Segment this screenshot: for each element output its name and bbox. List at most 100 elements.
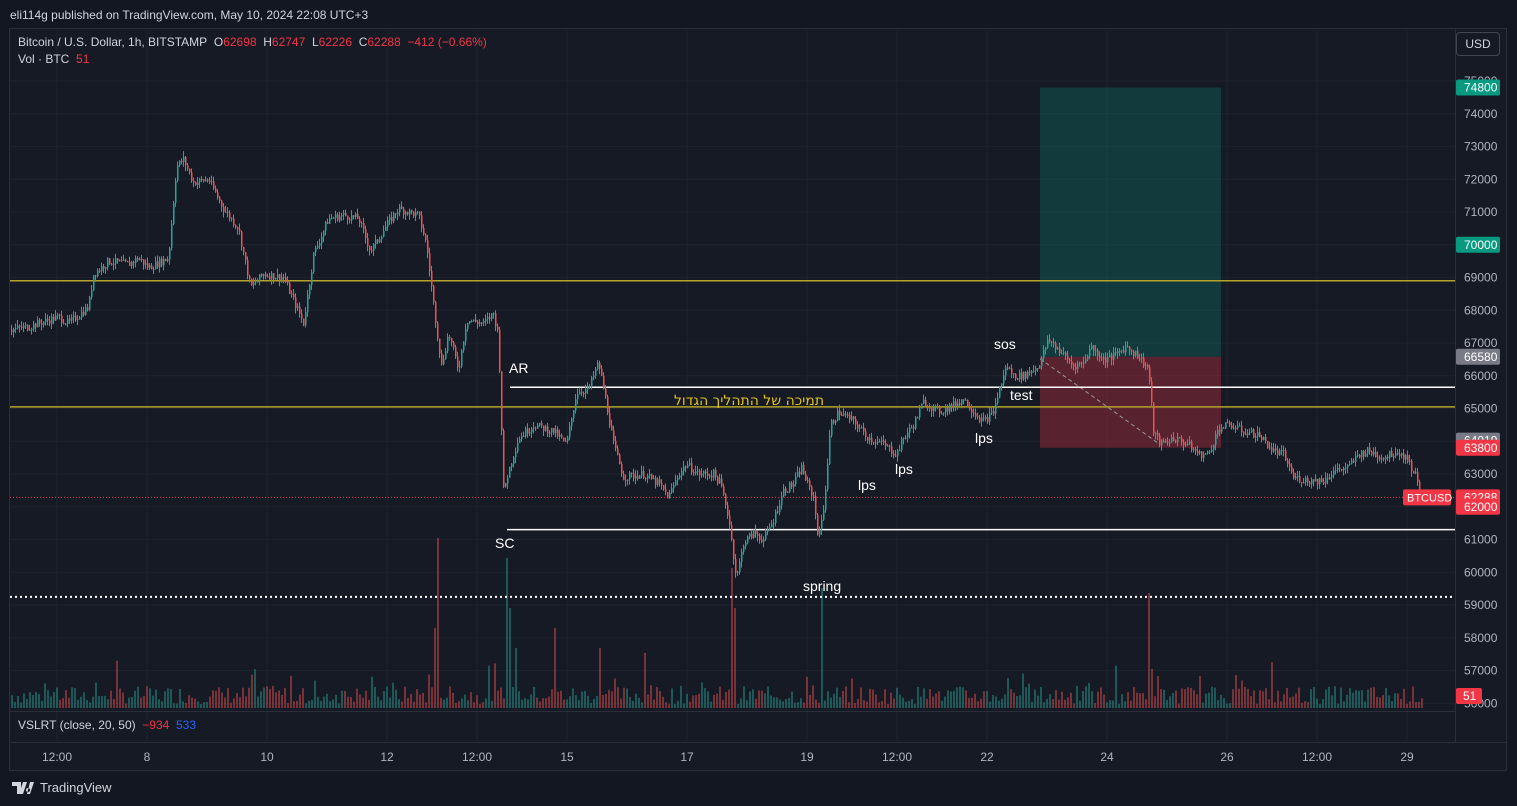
- annotation-sc: SC: [495, 535, 514, 551]
- chart-frame[interactable]: [9, 28, 1507, 771]
- volume-bar: [620, 698, 622, 708]
- candle-body: [1121, 350, 1123, 352]
- candle-body: [1095, 350, 1097, 352]
- volume-bar: [419, 694, 421, 708]
- candle-body: [1403, 453, 1405, 460]
- candle-body: [933, 406, 935, 412]
- currency-button[interactable]: USD: [1456, 32, 1500, 56]
- volume-bar: [656, 686, 658, 708]
- candle-body: [1257, 432, 1259, 437]
- candle-body: [1067, 355, 1069, 360]
- candle-body: [803, 464, 805, 474]
- candle-body: [1089, 348, 1091, 357]
- candle-body: [511, 463, 513, 467]
- candle-body: [413, 211, 415, 217]
- candle-body: [697, 470, 699, 472]
- volume-bar: [728, 689, 730, 708]
- candle-body: [309, 284, 311, 295]
- volume-bar: [611, 691, 613, 708]
- candle-body: [1239, 425, 1241, 427]
- candle-body: [663, 485, 665, 490]
- annotation-sos: sos: [994, 336, 1016, 352]
- pane-separator[interactable]: [9, 711, 1455, 712]
- volume-bar: [425, 702, 427, 708]
- volume-bar: [1145, 699, 1147, 708]
- candle-body: [221, 200, 223, 207]
- volume-bar: [1364, 701, 1366, 708]
- volume-bar: [143, 696, 145, 708]
- close-value: 62288: [367, 35, 401, 49]
- volume-bar: [1163, 689, 1165, 708]
- volume-bar: [1409, 701, 1411, 708]
- candle-body: [1027, 371, 1029, 379]
- candle-body: [681, 470, 683, 476]
- candle-body: [177, 165, 179, 181]
- candle-body: [1379, 457, 1381, 460]
- candle-body: [39, 320, 41, 324]
- volume-bar: [1103, 694, 1105, 708]
- candle-body: [277, 274, 279, 279]
- volume-bar: [758, 690, 760, 708]
- candle-body: [283, 277, 285, 279]
- volume-bar: [218, 687, 220, 708]
- candle-body: [563, 437, 565, 441]
- volume-bar: [785, 699, 787, 708]
- candle-body: [1199, 451, 1201, 454]
- candle-body: [827, 463, 829, 490]
- volume-bar: [575, 695, 577, 708]
- volume-bar: [866, 701, 868, 708]
- volume-bar: [1061, 691, 1063, 708]
- candle-body: [1231, 425, 1233, 429]
- candle-body: [1371, 451, 1373, 455]
- time-tick-label: 24: [1100, 750, 1114, 764]
- candle-body: [759, 535, 761, 540]
- candle-body: [695, 471, 697, 474]
- candle-body: [1405, 454, 1407, 460]
- candle-body: [1223, 427, 1225, 429]
- price-tick-label: 60000: [1464, 565, 1498, 579]
- candle-body: [731, 525, 733, 540]
- candle-body: [57, 314, 59, 316]
- volume-bar: [1055, 690, 1057, 708]
- candle-body: [675, 480, 677, 486]
- candle-body: [23, 325, 25, 329]
- candle-body: [1361, 451, 1363, 458]
- volume-bar: [131, 696, 133, 708]
- candle-body: [661, 483, 663, 486]
- volume-bar: [779, 699, 781, 708]
- candle-body: [851, 416, 853, 420]
- candle-body: [261, 274, 263, 276]
- time-tick-label: 29: [1400, 750, 1414, 764]
- indicator-legend[interactable]: VSLRT (close, 20, 50) −934 533: [18, 718, 196, 732]
- volume-bar: [248, 687, 250, 708]
- candle-body: [405, 212, 407, 215]
- candle-body: [1125, 346, 1127, 353]
- candle-body: [807, 480, 809, 482]
- candle-body: [391, 217, 393, 222]
- candle-body: [33, 323, 35, 329]
- volume-bar: [329, 701, 331, 708]
- candle-body: [1103, 357, 1105, 360]
- volume-bar: [470, 692, 472, 708]
- footer-brand[interactable]: TradingView: [12, 780, 112, 795]
- candle-body: [1071, 361, 1073, 365]
- open-value: 62698: [223, 35, 257, 49]
- candle-body: [31, 328, 33, 330]
- candle-body: [705, 471, 707, 474]
- candle-body: [1327, 477, 1329, 480]
- candle-body: [409, 210, 411, 215]
- volume-bar: [386, 686, 388, 708]
- candle-body: [1401, 453, 1403, 456]
- candle-body: [1299, 476, 1301, 483]
- candle-body: [913, 427, 915, 429]
- candle-body: [701, 473, 703, 476]
- candle-body: [713, 469, 715, 478]
- volume-bar: [788, 697, 790, 708]
- candle-body: [1303, 482, 1305, 484]
- candle-body: [229, 212, 231, 219]
- candle-body: [1087, 356, 1089, 360]
- top-bar: eli114g published on TradingView.com, Ma…: [0, 0, 1517, 28]
- volume-bar: [242, 687, 244, 708]
- candle-body: [733, 539, 735, 560]
